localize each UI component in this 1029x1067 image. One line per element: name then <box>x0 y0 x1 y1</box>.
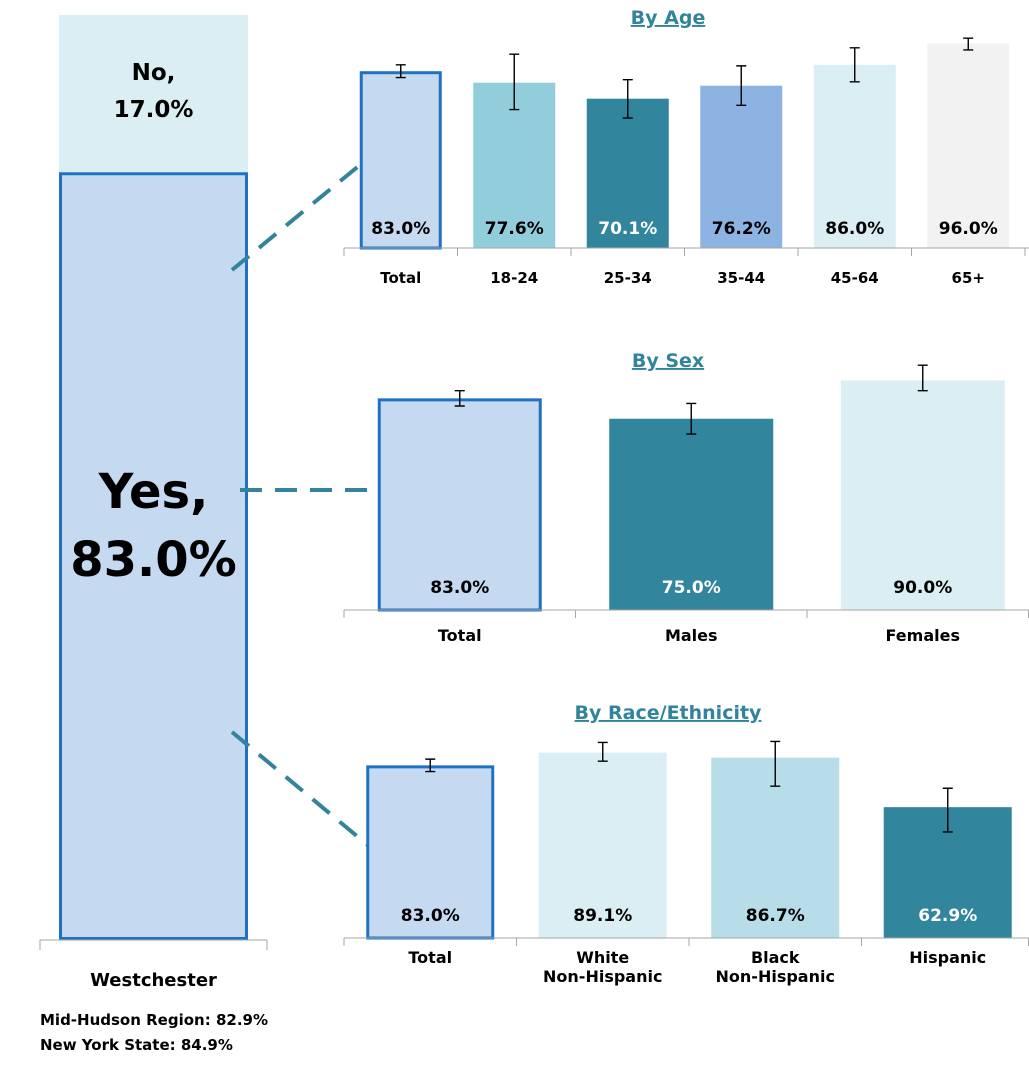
by-age-value-label-45-64: 86.0% <box>825 219 884 239</box>
by-sex-axis-line <box>343 609 1029 618</box>
stacked-axis-line <box>39 939 268 950</box>
by-age-value-label-18-24: 77.6% <box>485 219 544 239</box>
by-race-ethnicity-error-bar-white-non-hispanic <box>597 741 608 762</box>
by-age-value-label-25-34: 70.1% <box>598 219 657 239</box>
by-race-ethnicity-bar-white-non-hispanic <box>538 752 667 938</box>
by-age-bar-45-64 <box>813 64 896 248</box>
by-age-value-label-total: 83.0% <box>371 219 430 239</box>
by-race-ethnicity-value-label-white-non-hispanic: 89.1% <box>573 906 632 926</box>
by-sex-error-bar-total <box>454 390 465 407</box>
by-age-category-label-45-64: 45-64 <box>831 269 879 287</box>
stacked-label-yes-line-2: 83.0% <box>70 532 237 588</box>
by-age-title: By Age <box>631 7 706 29</box>
by-age-category-label-18-24: 18-24 <box>490 269 538 287</box>
by-sex-value-label-males: 75.0% <box>662 578 721 598</box>
by-age-value-label-35-44: 76.2% <box>712 219 771 239</box>
stacked-label-yes-line-1: Yes, <box>98 464 209 520</box>
by-race-ethnicity-category-label-total: Total <box>408 948 452 967</box>
by-age-bar-65 <box>927 43 1010 248</box>
by-race-ethnicity-value-label-total: 83.0% <box>401 906 460 926</box>
connector-line-1 <box>230 153 374 272</box>
by-race-ethnicity-title: By Race/Ethnicity <box>575 702 763 724</box>
by-age-bar-18-24 <box>473 82 556 248</box>
by-sex-bar-total <box>377 398 542 612</box>
by-sex-bar-males <box>609 418 774 610</box>
by-race-ethnicity-category-label-hispanic: Hispanic <box>909 948 986 967</box>
by-race-ethnicity-category-label-white-non-hispanic: White Non-Hispanic <box>543 948 662 986</box>
by-race-ethnicity-category-label-line: White <box>576 948 629 967</box>
by-sex-error-bar-males <box>686 402 697 435</box>
by-sex-error-bar-females <box>917 364 928 392</box>
by-race-ethnicity-error-bar-hispanic <box>942 787 953 833</box>
connector-line-3 <box>230 730 390 864</box>
stacked-label-no-line-2: 17.0% <box>114 97 194 123</box>
by-race-ethnicity-value-label-black-non-hispanic: 86.7% <box>746 906 805 926</box>
by-sex-title: By Sex <box>632 350 704 372</box>
by-sex-value-label-total: 83.0% <box>430 578 489 598</box>
by-age-error-bar-total <box>395 64 406 79</box>
by-race-ethnicity-category-label-line: Non-Hispanic <box>716 967 835 986</box>
by-age-category-label-total: Total <box>380 269 421 287</box>
by-age-error-bar-25-34 <box>622 79 633 119</box>
by-age-category-label-65: 65+ <box>952 269 985 287</box>
by-age-bar-total <box>359 71 442 250</box>
by-age-category-label-25-34: 25-34 <box>604 269 652 287</box>
by-race-ethnicity-error-bar-black-non-hispanic <box>770 740 781 787</box>
by-sex-bar-females <box>840 380 1005 610</box>
by-race-ethnicity-bar-black-non-hispanic <box>711 757 840 938</box>
by-sex-value-label-females: 90.0% <box>893 578 952 598</box>
by-age-bar-25-34 <box>586 98 669 248</box>
by-age-value-label-65: 96.0% <box>939 219 998 239</box>
by-age-bar-35-44 <box>700 85 783 248</box>
by-age-error-bar-45-64 <box>849 47 860 83</box>
by-race-ethnicity-category-label-line: Black <box>751 948 800 967</box>
stacked-segment-yes <box>59 172 248 940</box>
by-age-error-bar-65 <box>963 37 974 51</box>
stacked-segment-no <box>59 15 248 173</box>
by-race-ethnicity-error-bar-total <box>425 758 436 773</box>
state-note: New York State: 84.9% <box>40 1036 233 1054</box>
stacked-label-no-line-1: No, <box>132 60 176 86</box>
by-age-axis-line <box>343 247 1029 256</box>
by-race-ethnicity-value-label-hispanic: 62.9% <box>918 906 977 926</box>
by-age-category-label-35-44: 35-44 <box>717 269 765 287</box>
region-note: Mid-Hudson Region: 82.9% <box>40 1011 268 1029</box>
stacked-category-label: Westchester <box>90 970 217 991</box>
by-sex-category-label-total: Total <box>438 626 482 645</box>
by-race-ethnicity-category-label-black-non-hispanic: Black Non-Hispanic <box>716 948 835 986</box>
by-race-ethnicity-axis-line <box>343 937 1029 946</box>
by-age-error-bar-18-24 <box>509 53 520 111</box>
by-race-ethnicity-bar-total <box>366 765 495 940</box>
by-sex-category-label-males: Males <box>665 626 718 645</box>
by-age-error-bar-35-44 <box>736 65 747 106</box>
by-sex-category-label-females: Females <box>886 626 960 645</box>
by-race-ethnicity-category-label-line: Non-Hispanic <box>543 967 662 986</box>
